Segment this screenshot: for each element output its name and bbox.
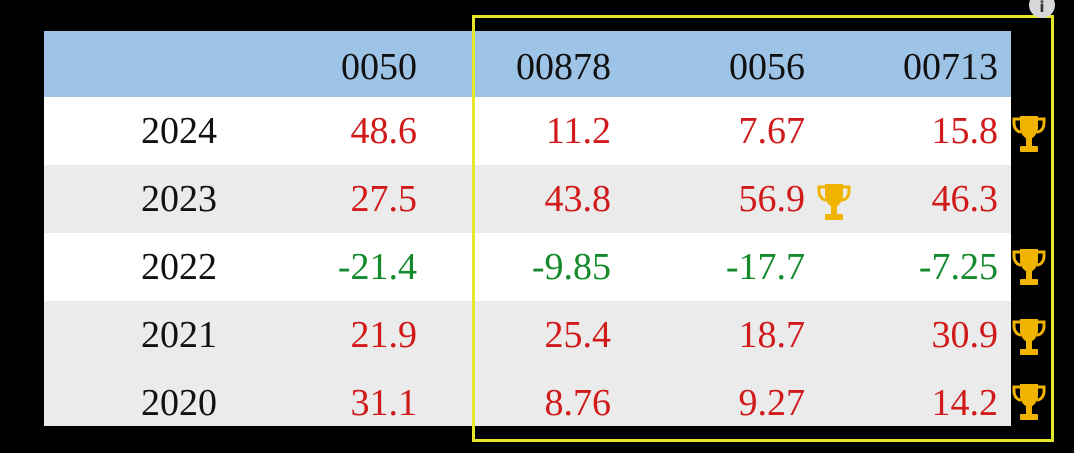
value-cell: 27.5 <box>350 178 418 220</box>
table-row: 2022 -21.4 -9.85 -17.7 -7.25 <box>44 233 1011 301</box>
value-cell: 31.1 <box>350 382 418 424</box>
value-cell: 8.76 <box>544 382 612 424</box>
year-cell: 2022 <box>141 246 217 288</box>
trophy-icon <box>1012 319 1046 355</box>
value-cell: 25.4 <box>544 314 612 356</box>
column-header-0050: 0050 <box>341 46 417 88</box>
value-cell: 43.8 <box>544 178 612 220</box>
table-row: 2024 48.6 11.2 7.67 15.8 <box>44 97 1011 165</box>
table-row: 2020 31.1 8.76 9.27 14.2 <box>44 369 1011 426</box>
value-cell: -9.85 <box>531 246 611 288</box>
value-cell: -17.7 <box>725 246 805 288</box>
column-header-00713: 00713 <box>903 46 998 88</box>
value-cell: 56.9 <box>738 178 806 220</box>
value-cell: 15.8 <box>931 110 999 152</box>
column-header-0056: 0056 <box>729 46 805 88</box>
year-cell: 2020 <box>141 382 217 424</box>
value-cell: 46.3 <box>931 178 999 220</box>
trophy-icon <box>1012 249 1046 285</box>
year-cell: 2023 <box>141 178 217 220</box>
value-cell: -21.4 <box>337 246 417 288</box>
value-cell: 18.7 <box>738 314 806 356</box>
year-cell: 2024 <box>141 110 217 152</box>
trophy-icon <box>817 184 851 220</box>
trophy-icon <box>1012 384 1046 420</box>
value-cell: 14.2 <box>931 382 999 424</box>
value-cell: 7.67 <box>738 110 806 152</box>
table-row: 2023 27.5 43.8 56.9 46.3 <box>44 165 1011 233</box>
value-cell: -7.25 <box>918 246 998 288</box>
year-cell: 2021 <box>141 314 217 356</box>
column-header-00878: 00878 <box>516 46 611 88</box>
table-header: 0050 00878 0056 00713 <box>44 31 1011 97</box>
value-cell: 48.6 <box>350 110 418 152</box>
returns-table: 0050 00878 0056 00713 2024 48.6 11.2 7.6… <box>44 31 1011 426</box>
value-cell: 9.27 <box>738 382 806 424</box>
info-icon[interactable]: i <box>1029 0 1055 18</box>
value-cell: 21.9 <box>350 314 418 356</box>
table-row: 2021 21.9 25.4 18.7 30.9 <box>44 301 1011 369</box>
value-cell: 30.9 <box>931 314 999 356</box>
value-cell: 11.2 <box>545 110 611 152</box>
trophy-icon <box>1012 116 1046 152</box>
